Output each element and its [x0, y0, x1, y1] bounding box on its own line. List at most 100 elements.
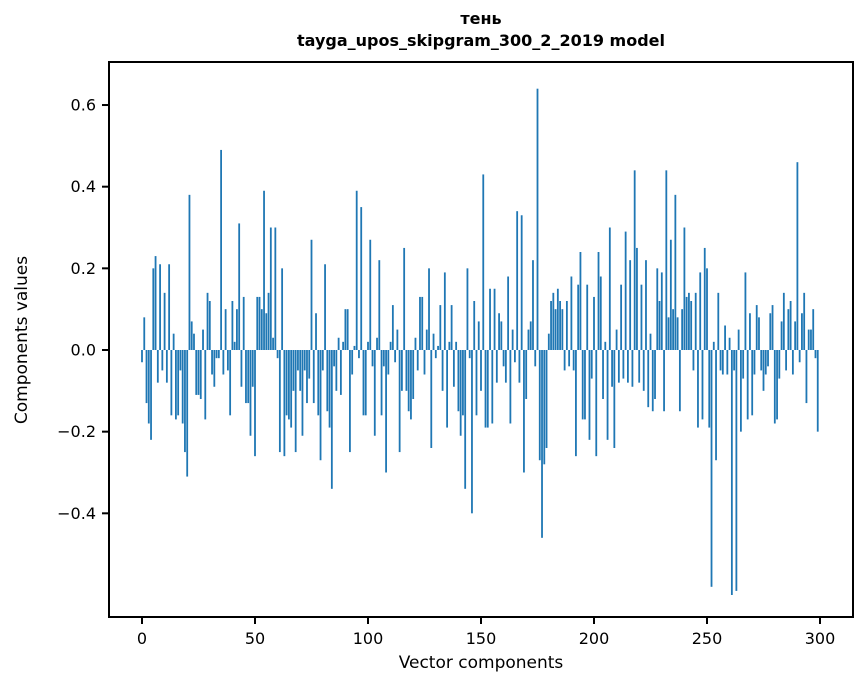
bar [396, 329, 399, 350]
bar [656, 268, 659, 350]
bar [297, 350, 299, 371]
bar [651, 350, 654, 412]
bar [631, 350, 634, 387]
bar [708, 350, 711, 428]
bar [590, 350, 593, 379]
bar [755, 305, 758, 350]
bar [753, 350, 756, 375]
bar [801, 313, 803, 350]
bar [202, 329, 204, 350]
bar [425, 329, 428, 350]
bar [294, 350, 297, 453]
bar [516, 211, 519, 350]
bar [224, 309, 227, 350]
bar [536, 88, 539, 350]
bar [147, 350, 150, 424]
bar [545, 350, 548, 448]
bar [369, 239, 372, 350]
bar [577, 284, 580, 350]
bar [715, 350, 717, 461]
bar [186, 350, 189, 477]
bar [206, 292, 209, 350]
bar [654, 350, 656, 399]
bar [498, 313, 500, 350]
bar [459, 350, 462, 436]
bar [351, 350, 354, 375]
bar [446, 350, 448, 428]
bar [810, 329, 812, 350]
bar [229, 350, 232, 416]
bar [434, 350, 437, 359]
bar [697, 350, 699, 428]
bar [575, 350, 577, 457]
bar [222, 350, 225, 375]
bar [744, 272, 747, 350]
bar [211, 350, 213, 375]
bar [233, 341, 236, 350]
bar [742, 350, 745, 379]
bar [514, 350, 516, 363]
bar [150, 350, 152, 440]
bar [534, 350, 537, 367]
bar [238, 223, 241, 350]
bar [719, 350, 722, 371]
bar [403, 247, 406, 351]
bar [337, 337, 340, 350]
bar [672, 309, 674, 350]
bar [387, 350, 390, 375]
bar [550, 301, 552, 350]
bar [376, 337, 378, 350]
bar [489, 288, 491, 350]
bar [204, 350, 207, 420]
bar [586, 284, 589, 350]
bar [593, 296, 595, 350]
bar [502, 350, 505, 367]
bar [346, 309, 349, 350]
bar [520, 215, 523, 350]
bar [475, 350, 478, 416]
bar [724, 325, 726, 350]
y-tick-label: 0.4 [71, 177, 96, 196]
bar [310, 239, 313, 350]
bar [613, 350, 616, 448]
bar [796, 162, 799, 350]
bar [165, 350, 168, 383]
bar [559, 301, 561, 350]
bar [640, 284, 643, 350]
bar [290, 350, 293, 428]
bar [701, 350, 704, 420]
bar [452, 350, 455, 387]
bar [335, 350, 338, 391]
bar [627, 350, 629, 383]
bar [303, 350, 306, 371]
bar [299, 350, 302, 391]
bar [493, 288, 496, 350]
bar [694, 292, 697, 350]
bar [276, 350, 279, 359]
bar [247, 350, 250, 404]
bar [156, 350, 159, 383]
bar [767, 350, 769, 367]
x-tick-label: 250 [692, 629, 723, 648]
bar [245, 350, 247, 404]
bar [199, 350, 202, 399]
bar [624, 231, 627, 350]
bar [568, 350, 571, 367]
bar [319, 350, 322, 461]
bar [177, 350, 180, 416]
bar [588, 350, 591, 440]
bar [236, 309, 238, 350]
bar [217, 350, 220, 359]
bar [373, 350, 376, 436]
bar [778, 350, 781, 379]
bar [538, 350, 541, 461]
bar [482, 174, 485, 350]
bar [762, 350, 765, 391]
bar [339, 350, 342, 395]
bar [457, 350, 460, 412]
bar [378, 260, 381, 350]
bar [602, 350, 604, 399]
bar [360, 207, 363, 350]
bar [706, 268, 708, 350]
